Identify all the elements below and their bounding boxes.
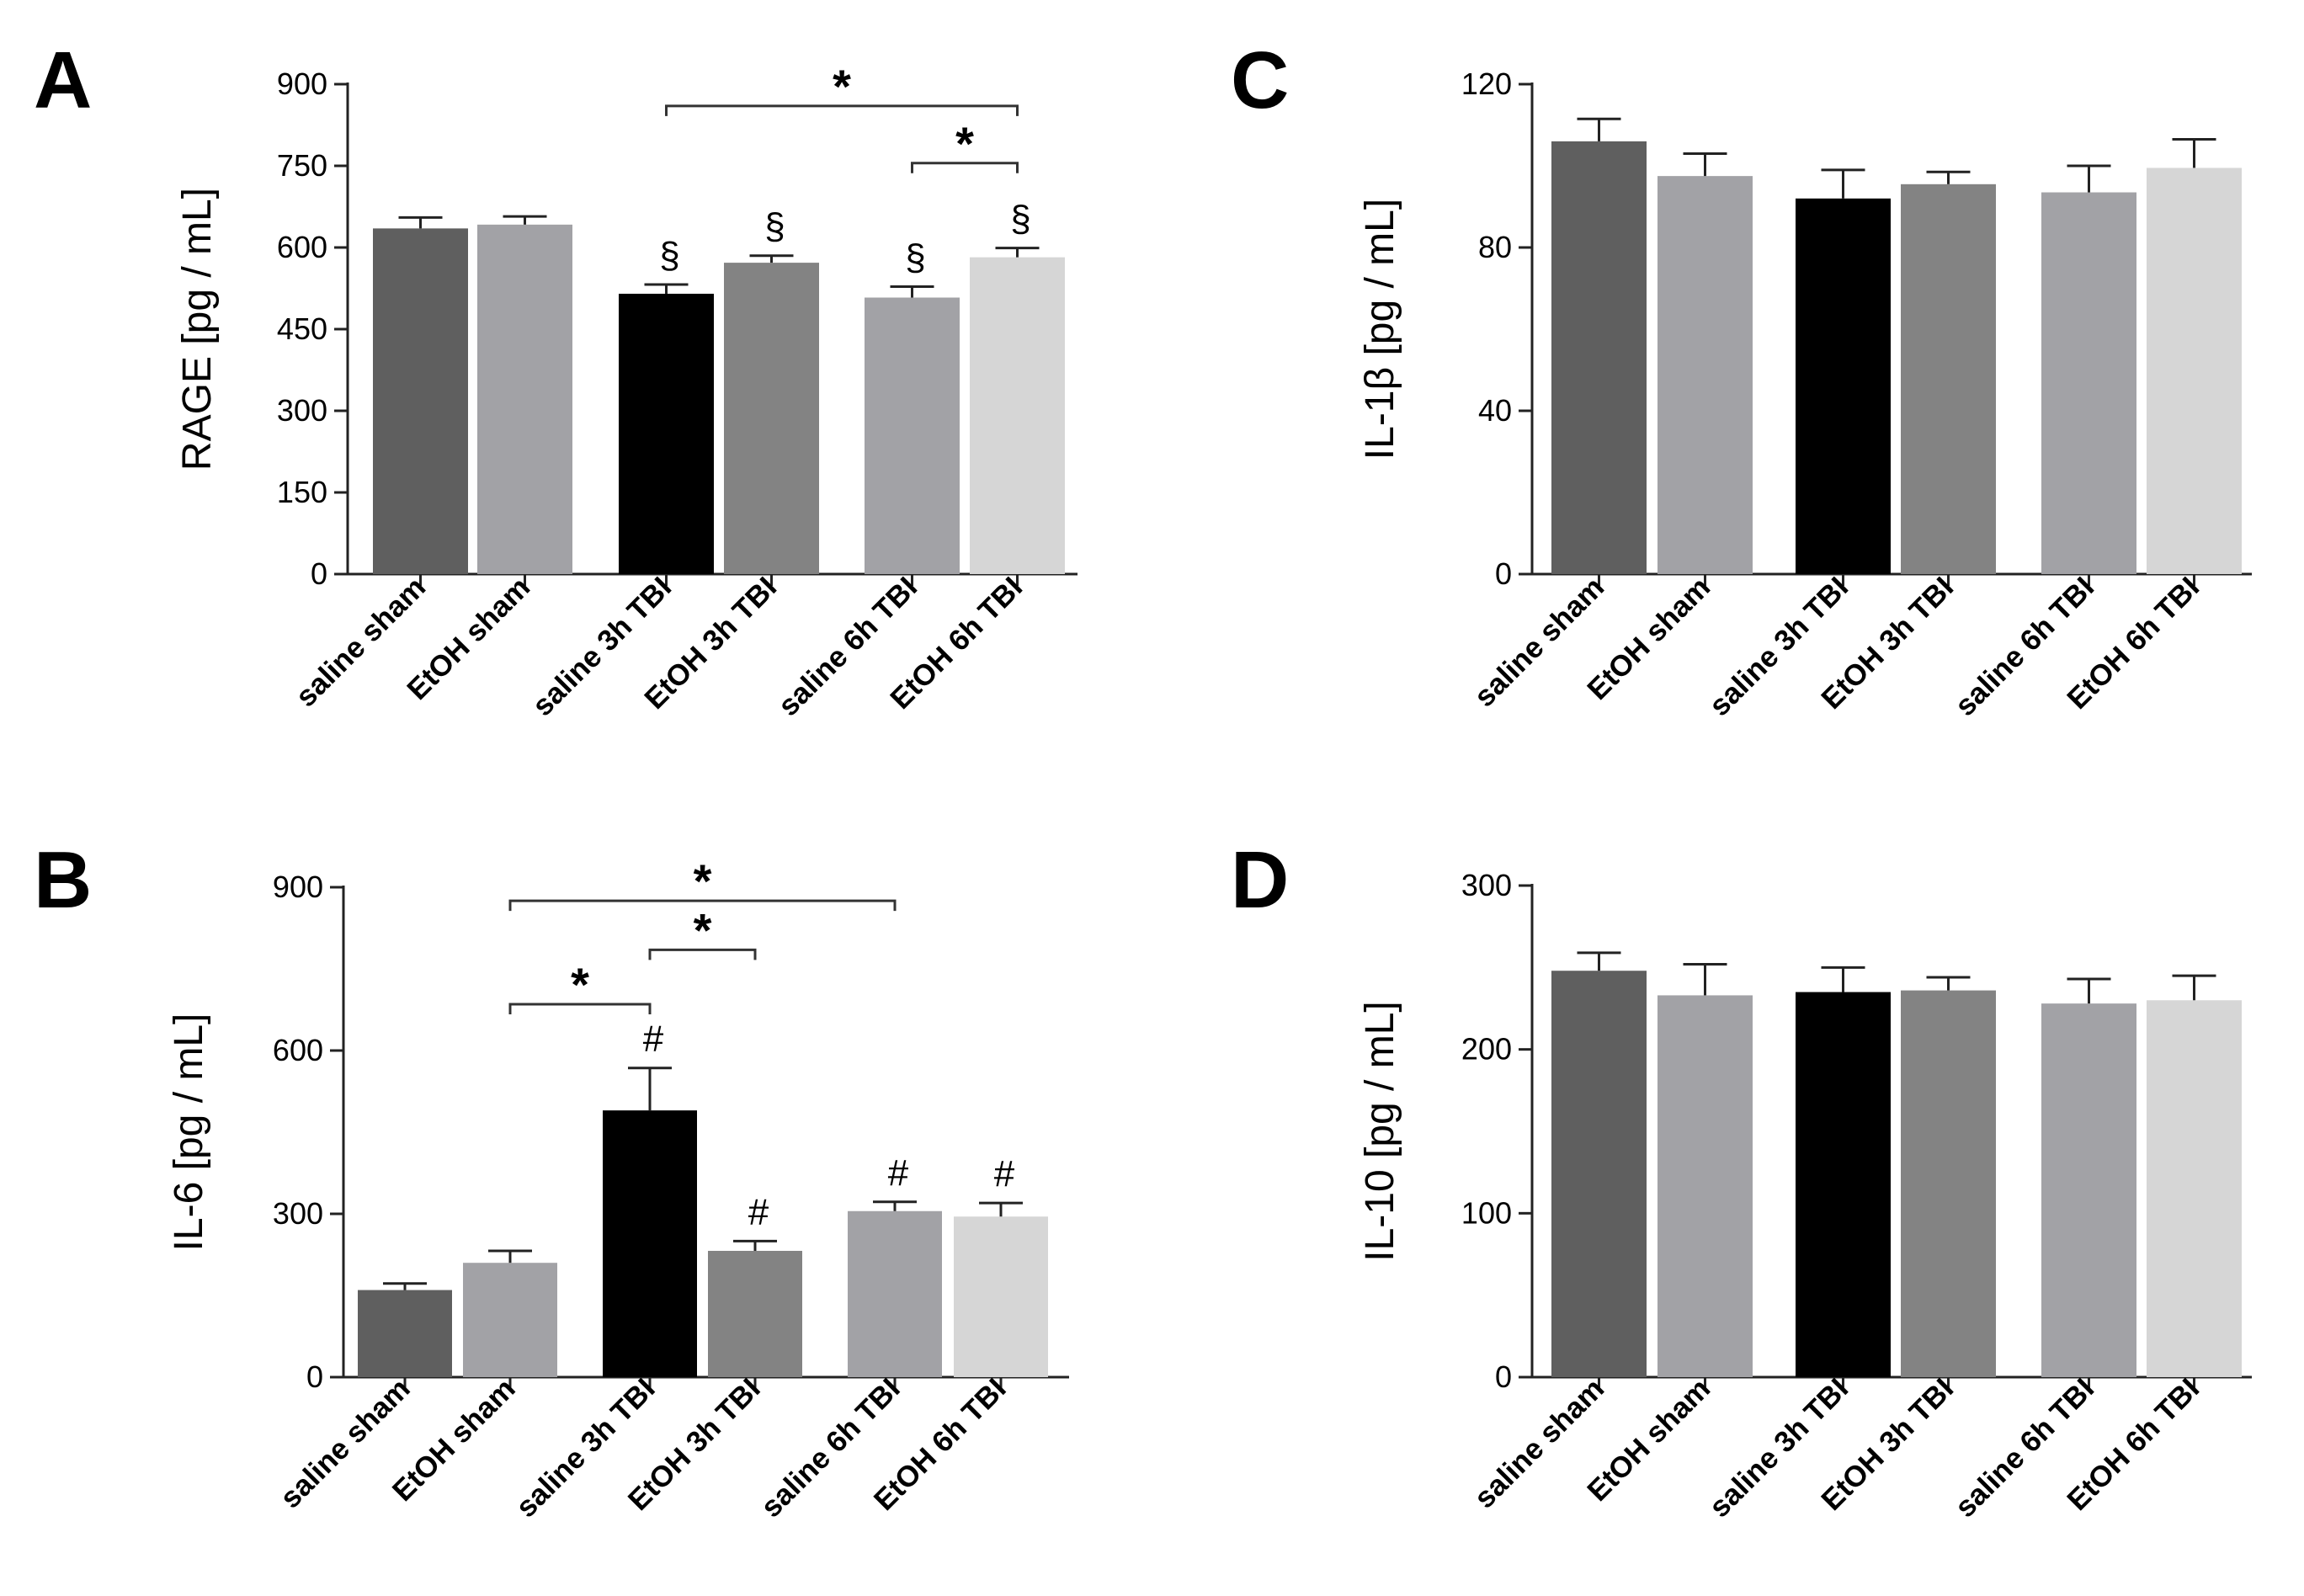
significance-bracket <box>665 104 1019 116</box>
bar <box>848 1210 942 1377</box>
y-tick-label: 300 <box>1461 868 1512 902</box>
panel-letter: B <box>34 835 92 925</box>
bar <box>477 224 572 574</box>
significance-mark: § <box>1010 199 1030 240</box>
bar <box>2147 1000 2242 1377</box>
y-tick-label: 300 <box>277 393 327 428</box>
y-tick-label: 600 <box>277 230 327 264</box>
y-tick-label: 80 <box>1478 230 1512 264</box>
bar <box>1901 990 1996 1377</box>
y-tick-label: 900 <box>277 66 327 101</box>
y-tick-label: 300 <box>273 1196 323 1231</box>
significance-bracket <box>648 948 757 960</box>
significance-star: * <box>833 60 851 113</box>
significance-mark: § <box>905 237 925 279</box>
significance-mark: # <box>994 1153 1015 1194</box>
significance-bracket <box>911 162 1019 173</box>
y-tick-label: 750 <box>277 148 327 183</box>
panel-letter: A <box>34 35 92 125</box>
bar <box>724 263 819 574</box>
bar <box>954 1216 1048 1377</box>
significance-star: * <box>955 117 974 170</box>
panel-letter: C <box>1231 35 1289 125</box>
bar <box>463 1263 557 1377</box>
y-tick-label: 0 <box>1495 556 1512 591</box>
y-axis-label: IL-6 [pg / mL] <box>167 1013 211 1252</box>
bar <box>373 228 468 574</box>
significance-star: * <box>694 903 712 956</box>
y-tick-label: 900 <box>273 870 323 904</box>
significance-mark: # <box>888 1152 909 1194</box>
bar <box>1796 992 1891 1377</box>
bar <box>619 293 714 574</box>
y-tick-label: 40 <box>1478 393 1512 428</box>
bar <box>1551 141 1647 574</box>
y-tick-label: 0 <box>1495 1359 1512 1394</box>
bar <box>708 1250 802 1377</box>
bar <box>603 1110 697 1377</box>
y-axis-label: IL-10 [pg / mL] <box>1358 1001 1402 1262</box>
bar <box>1796 198 1891 575</box>
bar <box>1901 184 1996 574</box>
y-tick-label: 0 <box>311 556 327 591</box>
bar <box>865 297 960 574</box>
significance-star: * <box>694 854 712 907</box>
y-tick-label: 120 <box>1461 66 1512 101</box>
bar <box>2041 192 2136 574</box>
y-tick-label: 600 <box>273 1033 323 1067</box>
significance-bracket <box>508 1003 652 1015</box>
y-tick-label: 200 <box>1461 1032 1512 1067</box>
bar <box>1551 971 1647 1377</box>
bar <box>1657 176 1753 574</box>
bar <box>2041 1003 2136 1377</box>
significance-mark: § <box>764 206 785 247</box>
significance-mark: # <box>643 1019 664 1060</box>
significance-mark: § <box>659 235 679 276</box>
bar <box>970 257 1065 574</box>
y-tick-label: 450 <box>277 311 327 346</box>
bar <box>2147 168 2242 575</box>
y-axis-label: RAGE [pg / mL] <box>175 188 220 471</box>
significance-bracket <box>508 899 897 912</box>
significance-mark: # <box>748 1191 769 1232</box>
y-axis-label: IL-1β [pg / mL] <box>1358 199 1402 460</box>
significance-star: * <box>571 958 589 1011</box>
bar <box>1657 995 1753 1377</box>
y-tick-label: 0 <box>306 1359 323 1394</box>
bar <box>358 1290 452 1377</box>
panel-letter: D <box>1231 835 1289 925</box>
y-tick-label: 150 <box>277 475 327 509</box>
y-tick-label: 100 <box>1461 1195 1512 1230</box>
